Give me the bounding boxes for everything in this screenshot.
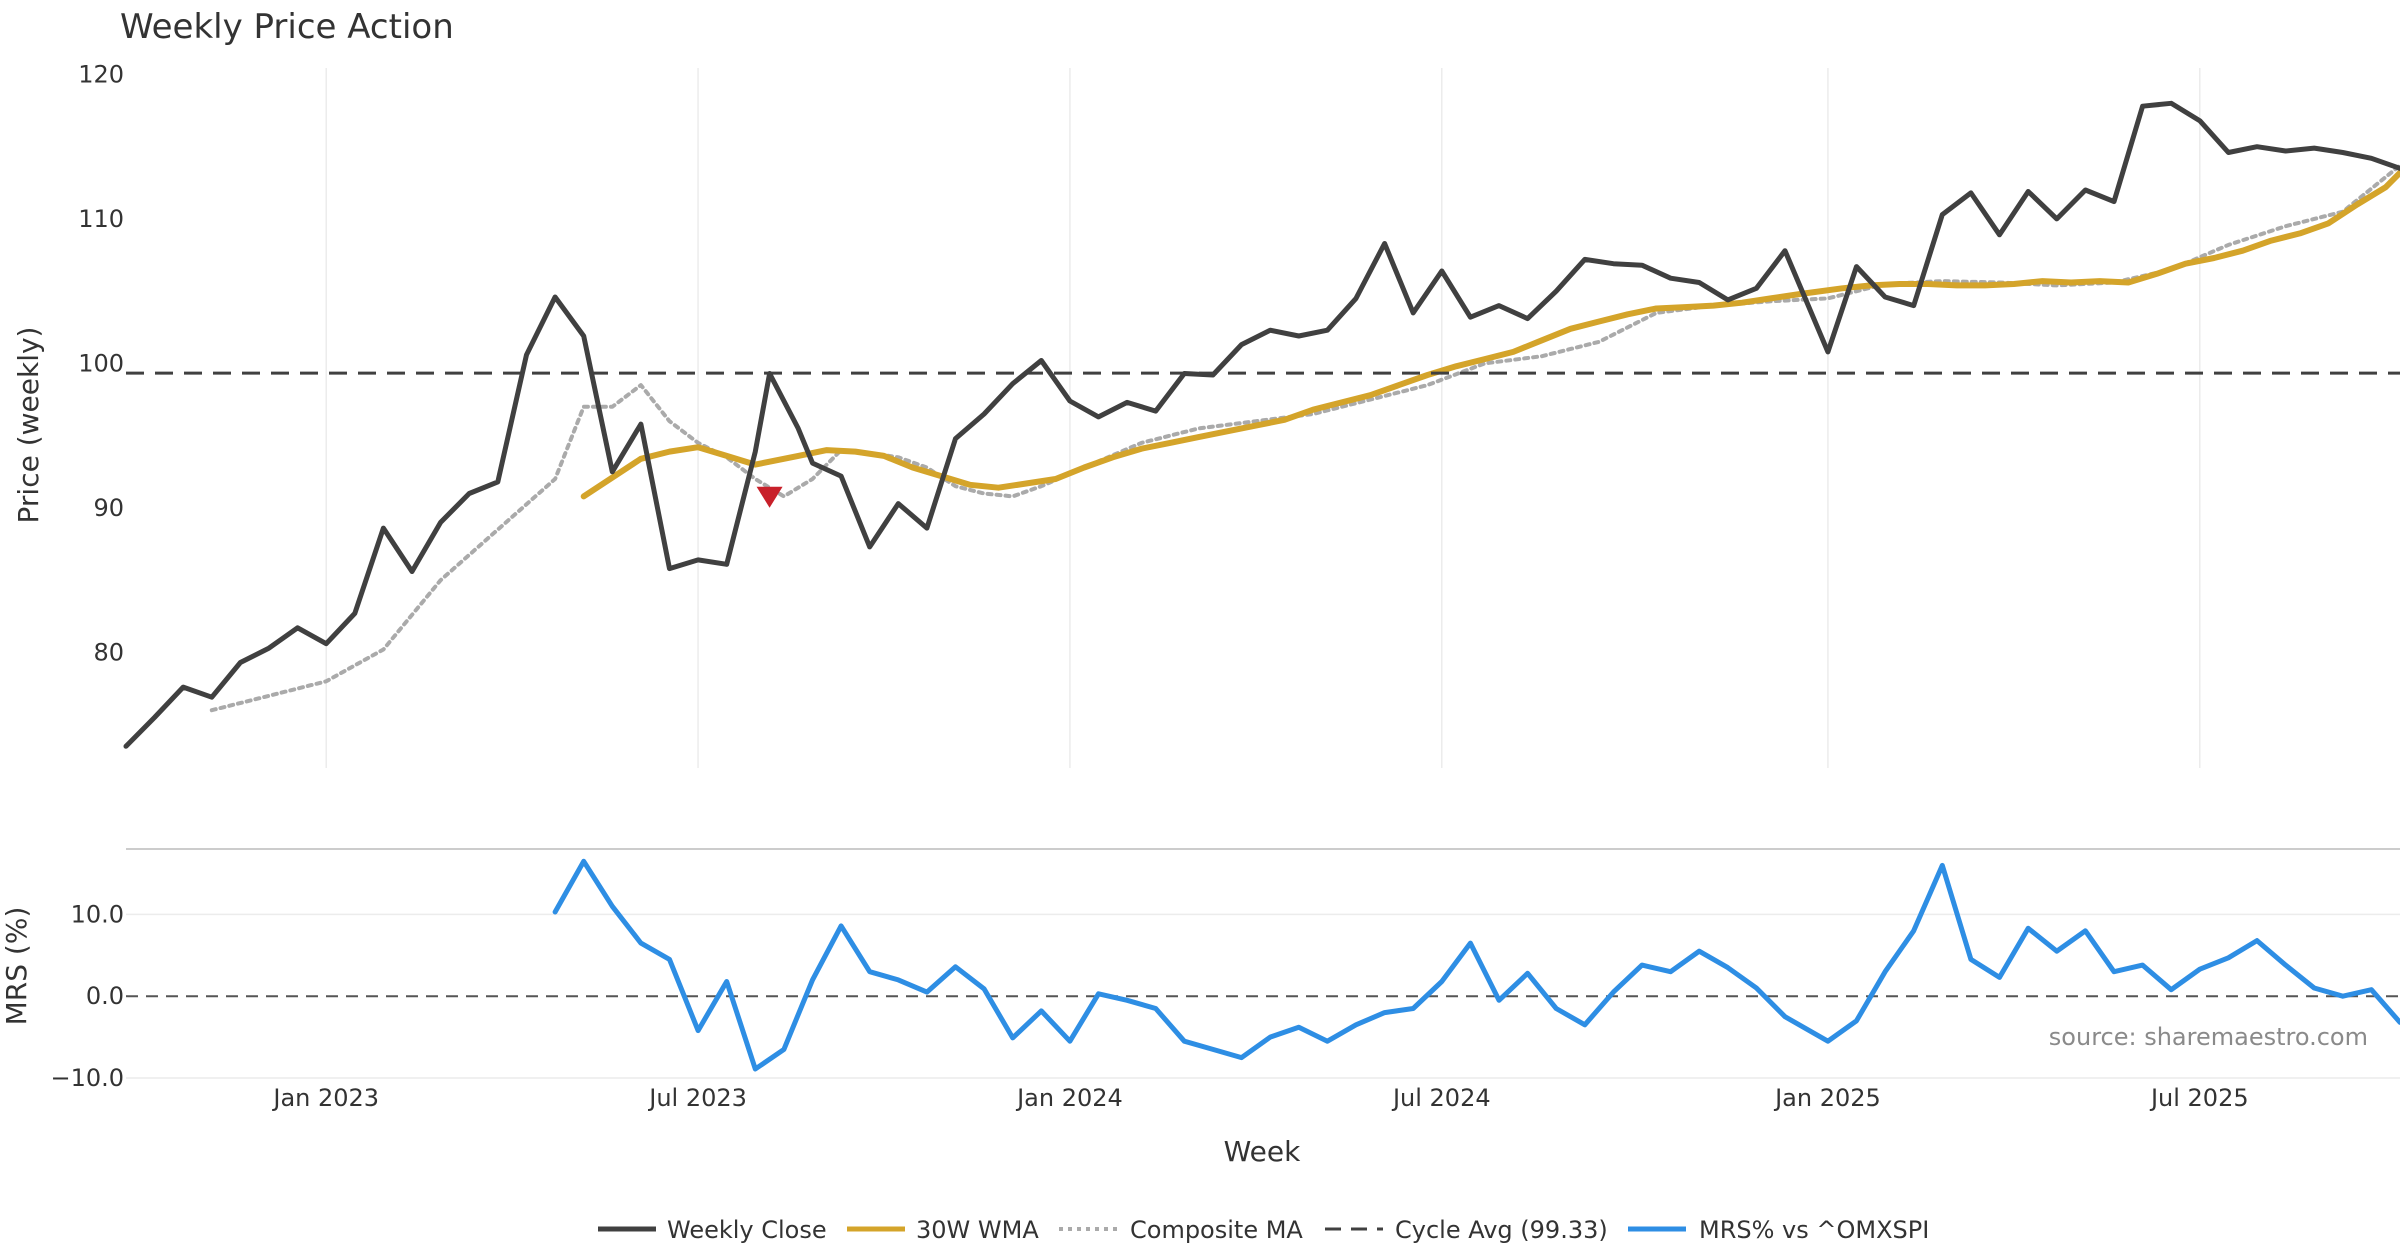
legend-item-weekly-close[interactable]: Weekly Close: [598, 1216, 827, 1244]
legend-item-mrs[interactable]: MRS% vs ^OMXSPI: [1628, 1216, 1929, 1244]
x-tick-label: Jul 2024: [1391, 1084, 1491, 1112]
x-axis-label: Week: [1224, 1135, 1301, 1168]
x-tick-label: Jul 2023: [647, 1084, 747, 1112]
price-y-tick-label: 80: [93, 638, 124, 666]
legend-label-30w-wma: 30W WMA: [916, 1216, 1039, 1244]
annotation-layer: [756, 486, 783, 508]
mrs-y-tick-label: −10.0: [50, 1064, 124, 1092]
price-y-tick-label: 120: [78, 60, 124, 88]
mrs-y-ticks: −10.0 0.0 10.0: [50, 900, 124, 1092]
legend-label-composite-ma: Composite MA: [1130, 1216, 1303, 1244]
legend-label-mrs: MRS% vs ^OMXSPI: [1699, 1216, 1929, 1244]
legend-label-weekly-close: Weekly Close: [667, 1216, 827, 1244]
price-y-tick-label: 110: [78, 205, 124, 233]
legend: Weekly Close 30W WMA Composite MA Cycle …: [598, 1216, 1929, 1244]
series-composite-ma-line: [209, 163, 2400, 713]
series-layer: [123, 100, 2400, 1072]
mrs-y-tick-label: 0.0: [86, 982, 124, 1010]
price-y-axis-label: Price (weekly): [12, 327, 45, 524]
price-y-tick-label: 90: [93, 494, 124, 522]
chart-title: Weekly Price Action: [120, 7, 454, 47]
series-30w-wma-line: [580, 169, 2400, 500]
legend-item-cycle-avg[interactable]: Cycle Avg (99.33): [1325, 1216, 1608, 1244]
legend-item-composite-ma[interactable]: Composite MA: [1059, 1216, 1303, 1244]
series-mrs-vs-omxspi-line: [552, 858, 2400, 1072]
x-tick-label: Jul 2025: [2149, 1084, 2249, 1112]
series-weekly-close-line: [123, 100, 2400, 749]
mrs-y-axis-label: MRS (%): [0, 907, 33, 1026]
sell-signal-marker: [756, 486, 783, 508]
x-ticks: Jan 2023 Jul 2023 Jan 2024 Jul 2024 Jan 2025…: [271, 1084, 2248, 1112]
price-y-tick-label: 100: [78, 349, 124, 377]
x-tick-label: Jan 2023: [271, 1084, 379, 1112]
x-tick-label: Jan 2024: [1015, 1084, 1123, 1112]
source-note: source: sharemaestro.com: [2049, 1023, 2368, 1051]
price-y-ticks: 80 90 100 110 120: [78, 60, 124, 666]
legend-item-30w-wma[interactable]: 30W WMA: [847, 1216, 1039, 1244]
x-tick-label: Jan 2025: [1773, 1084, 1881, 1112]
mrs-y-tick-label: 10.0: [71, 900, 124, 928]
price-grid: [325, 68, 2201, 768]
mrs-grid: [126, 913, 2400, 1079]
legend-label-cycle-avg: Cycle Avg (99.33): [1395, 1216, 1608, 1244]
